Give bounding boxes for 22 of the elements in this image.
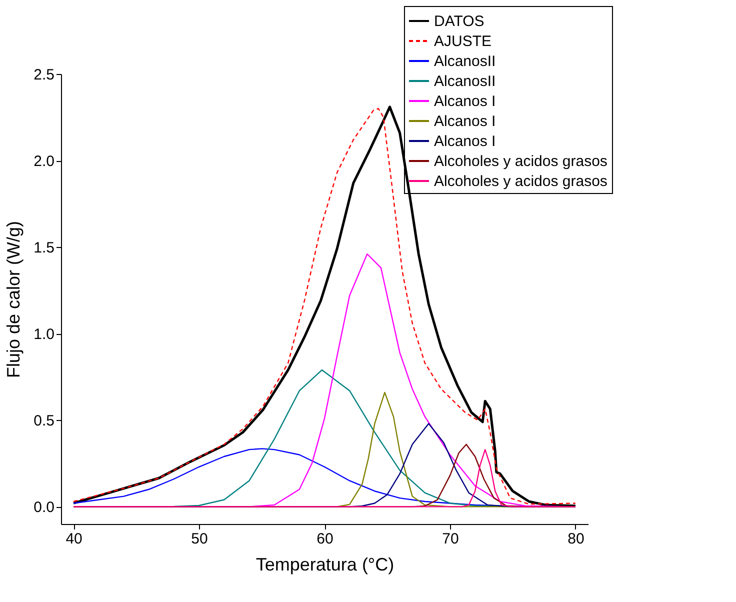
legend-label: Alcoholes y acidos grasos <box>434 153 608 170</box>
legend-label: Alcanos I <box>434 93 496 110</box>
y-tick-label: 0.0 <box>34 499 54 516</box>
x-tick-label: 50 <box>191 530 208 548</box>
legend-label: Alcanos I <box>434 113 496 130</box>
legend-label: AlcanosII <box>434 73 496 90</box>
legend-label: Alcoholes y acidos grasos <box>434 173 608 190</box>
legend-label: DATOS <box>434 13 484 30</box>
x-tick-label: 70 <box>442 530 459 548</box>
legend-label: AlcanosII <box>434 53 496 70</box>
x-tick-label: 60 <box>316 530 334 548</box>
y-tick-label: 1.0 <box>34 326 54 344</box>
legend-label: Alcanos I <box>434 133 496 150</box>
legend-label: AJUSTE <box>434 33 492 50</box>
x-tick-label: 40 <box>66 530 82 548</box>
x-tick-label: 80 <box>568 530 584 548</box>
x-axis-title: Temperatura (°C) <box>256 554 394 574</box>
y-axis-title: Flujo de calor (W/g) <box>4 220 24 378</box>
y-tick-label: 0.5 <box>34 412 54 430</box>
y-tick-label: 2.5 <box>34 66 54 84</box>
y-tick-label: 2.0 <box>34 153 54 170</box>
y-tick-label: 1.5 <box>34 240 54 257</box>
